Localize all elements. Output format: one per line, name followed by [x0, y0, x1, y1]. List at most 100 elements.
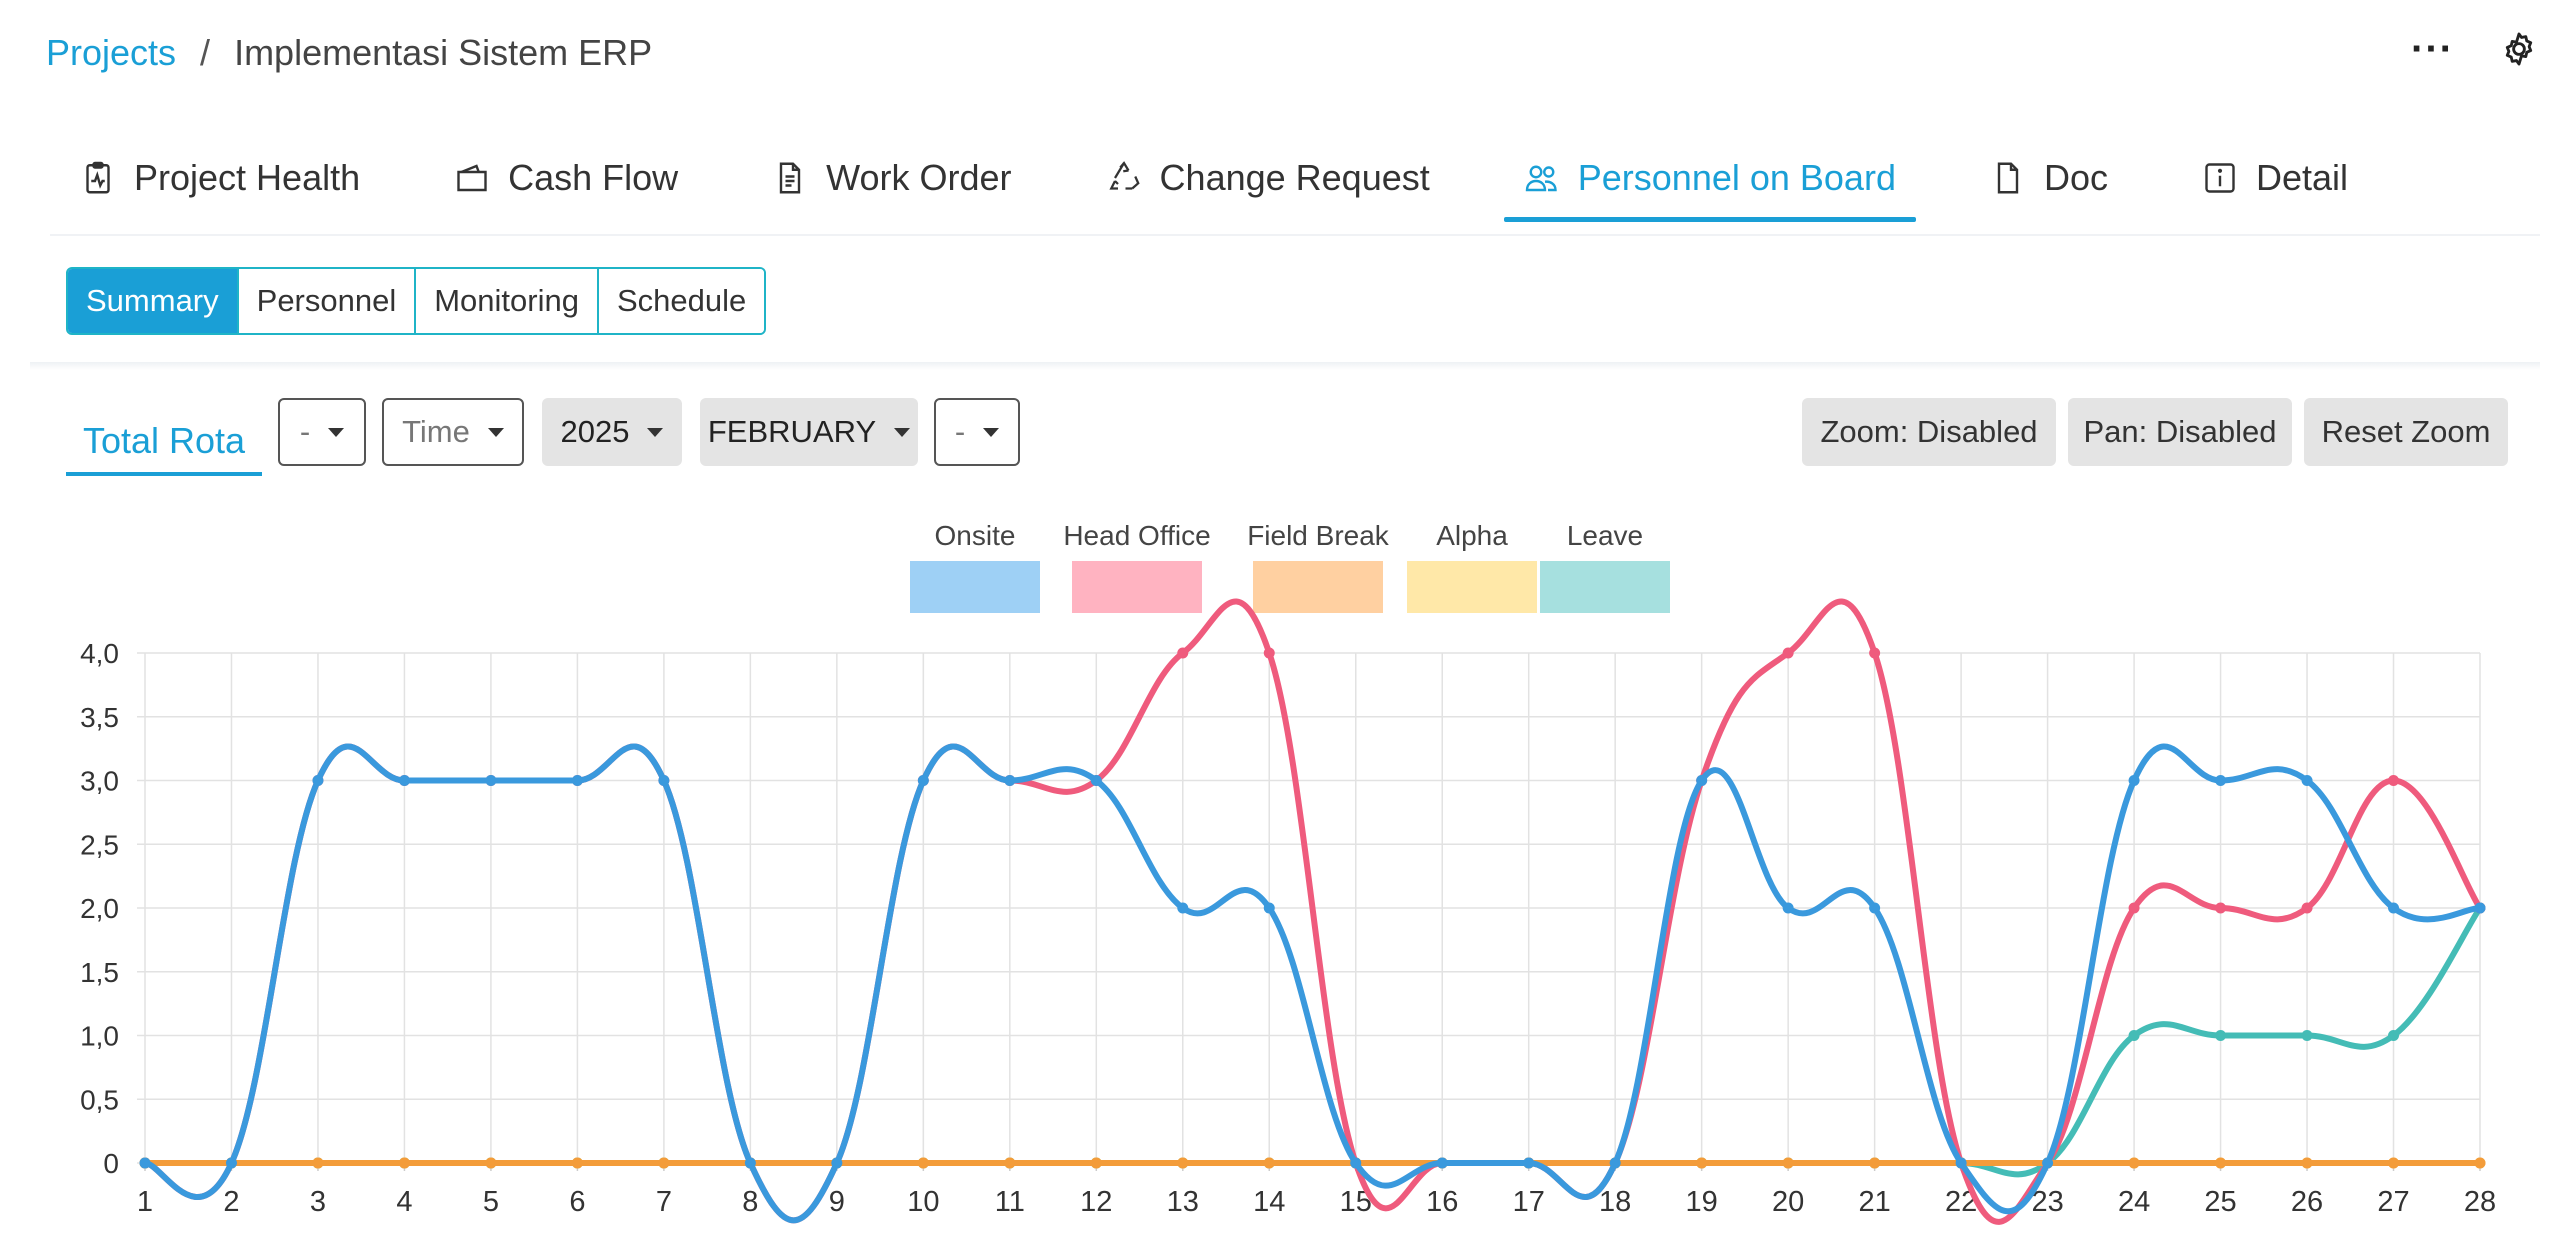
data-point [2474, 1157, 2486, 1169]
year-select[interactable]: 2025 [542, 398, 682, 466]
gear-icon[interactable] [2500, 30, 2538, 68]
x-tick-label: 10 [907, 1186, 939, 1218]
x-tick-label: 23 [2031, 1186, 2063, 1218]
data-point [658, 1157, 670, 1169]
data-point [312, 1157, 324, 1169]
file-icon [1990, 160, 2026, 196]
x-tick-label: 7 [656, 1186, 672, 1218]
x-tick-label: 25 [2204, 1186, 2236, 1218]
x-tick-label: 8 [742, 1186, 758, 1218]
data-point [1869, 902, 1881, 914]
breadcrumb-projects-link[interactable]: Projects [46, 32, 177, 73]
zoom-toggle-button[interactable]: Zoom: Disabled [1802, 398, 2056, 466]
main-tabs: Project Health Cash Flow Work Order Chan… [60, 140, 2368, 222]
tab-change-request[interactable]: Change Request [1086, 140, 1450, 216]
caret-down-icon [328, 427, 345, 437]
data-point [485, 775, 497, 786]
ellipsis-icon[interactable]: ··· [2411, 27, 2454, 71]
data-point [485, 1157, 497, 1169]
data-point [1263, 902, 1275, 914]
reset-zoom-button[interactable]: Reset Zoom [2304, 398, 2508, 466]
legend-swatch [1072, 561, 1202, 613]
data-point [1523, 1157, 1535, 1169]
data-point [2388, 902, 2400, 914]
filter-select-5[interactable]: - [934, 398, 1020, 466]
data-point [2215, 775, 2227, 786]
y-tick-label: 0 [103, 1148, 119, 1179]
data-point [2128, 1157, 2140, 1169]
legend-swatch [1253, 561, 1383, 613]
data-point [1004, 1157, 1016, 1169]
legend-label: Head Office [1063, 520, 1210, 551]
tab-label: Detail [2256, 157, 2349, 198]
filter-select-1[interactable]: - [278, 398, 366, 466]
data-point [831, 1157, 843, 1169]
people-icon [1524, 160, 1560, 196]
data-point [2215, 902, 2227, 914]
tab-personnel-on-board[interactable]: Personnel on Board [1503, 140, 1917, 222]
tab-total-rota[interactable]: Total Rota [66, 410, 262, 476]
y-tick-label: 3,0 [80, 766, 119, 797]
x-tick-label: 20 [1772, 1186, 1804, 1218]
caret-down-icon [487, 427, 504, 437]
x-tick-label: 17 [1513, 1186, 1545, 1218]
tab-cash-flow[interactable]: Cash Flow [434, 140, 698, 216]
y-tick-label: 4,0 [80, 638, 119, 669]
tab-doc[interactable]: Doc [1970, 140, 2128, 216]
data-point [2215, 1030, 2227, 1041]
tab-label: Project Health [134, 157, 361, 198]
data-point [1869, 1157, 1881, 1169]
data-point [1177, 902, 1189, 914]
data-point [1177, 1157, 1189, 1169]
subtab-schedule[interactable]: Schedule [596, 269, 765, 333]
data-point [225, 1157, 237, 1169]
series-line-head-office [144, 598, 2483, 1225]
data-point [571, 775, 583, 786]
document-icon [772, 160, 808, 196]
x-tick-label: 16 [1426, 1186, 1458, 1218]
x-tick-label: 27 [2377, 1186, 2409, 1218]
wallet-icon [454, 160, 490, 196]
x-tick-label: 24 [2118, 1186, 2150, 1218]
data-point [1869, 647, 1881, 659]
subtab-monitoring[interactable]: Monitoring [414, 269, 597, 333]
time-select[interactable]: Time [382, 398, 524, 466]
y-tick-label: 0,5 [80, 1084, 119, 1115]
legend-label: Leave [1567, 520, 1643, 551]
data-point [1004, 775, 1016, 786]
data-point [571, 1157, 583, 1169]
select-value: - [954, 414, 966, 449]
subtab-summary[interactable]: Summary [68, 269, 237, 333]
subtab-personnel[interactable]: Personnel [236, 269, 415, 333]
month-select[interactable]: FEBRUARY [700, 398, 918, 466]
page-title: Implementasi Sistem ERP [234, 32, 653, 73]
data-point [744, 1157, 756, 1169]
tab-label: Personnel on Board [1577, 157, 1896, 198]
tab-work-order[interactable]: Work Order [752, 140, 1031, 216]
breadcrumb: Projects / Implementasi Sistem ERP [46, 32, 652, 74]
pan-toggle-button[interactable]: Pan: Disabled [2068, 398, 2292, 466]
sub-tabs: Summary Personnel Monitoring Schedule [66, 267, 767, 335]
x-tick-label: 14 [1253, 1186, 1285, 1218]
select-value: FEBRUARY [707, 414, 877, 449]
data-point [1263, 1157, 1275, 1169]
data-point [2388, 775, 2400, 786]
y-tick-label: 1,5 [80, 957, 119, 988]
x-tick-label: 13 [1167, 1186, 1199, 1218]
data-point [2042, 1157, 2054, 1169]
data-point [1696, 1157, 1708, 1169]
x-tick-label: 28 [2464, 1186, 2496, 1218]
tab-project-health[interactable]: Project Health [60, 140, 380, 216]
data-point [2388, 1157, 2400, 1169]
tab-label: Change Request [1159, 157, 1430, 198]
data-point [1263, 647, 1275, 659]
data-point [658, 775, 670, 786]
x-tick-label: 9 [829, 1186, 845, 1218]
tab-detail[interactable]: Detail [2182, 140, 2368, 216]
legend-label: Field Break [1247, 520, 1390, 551]
data-point [1609, 1157, 1621, 1169]
data-point [1350, 1157, 1362, 1169]
x-tick-label: 4 [396, 1186, 412, 1218]
tab-label: Work Order [826, 157, 1012, 198]
x-tick-label: 1 [137, 1186, 153, 1218]
